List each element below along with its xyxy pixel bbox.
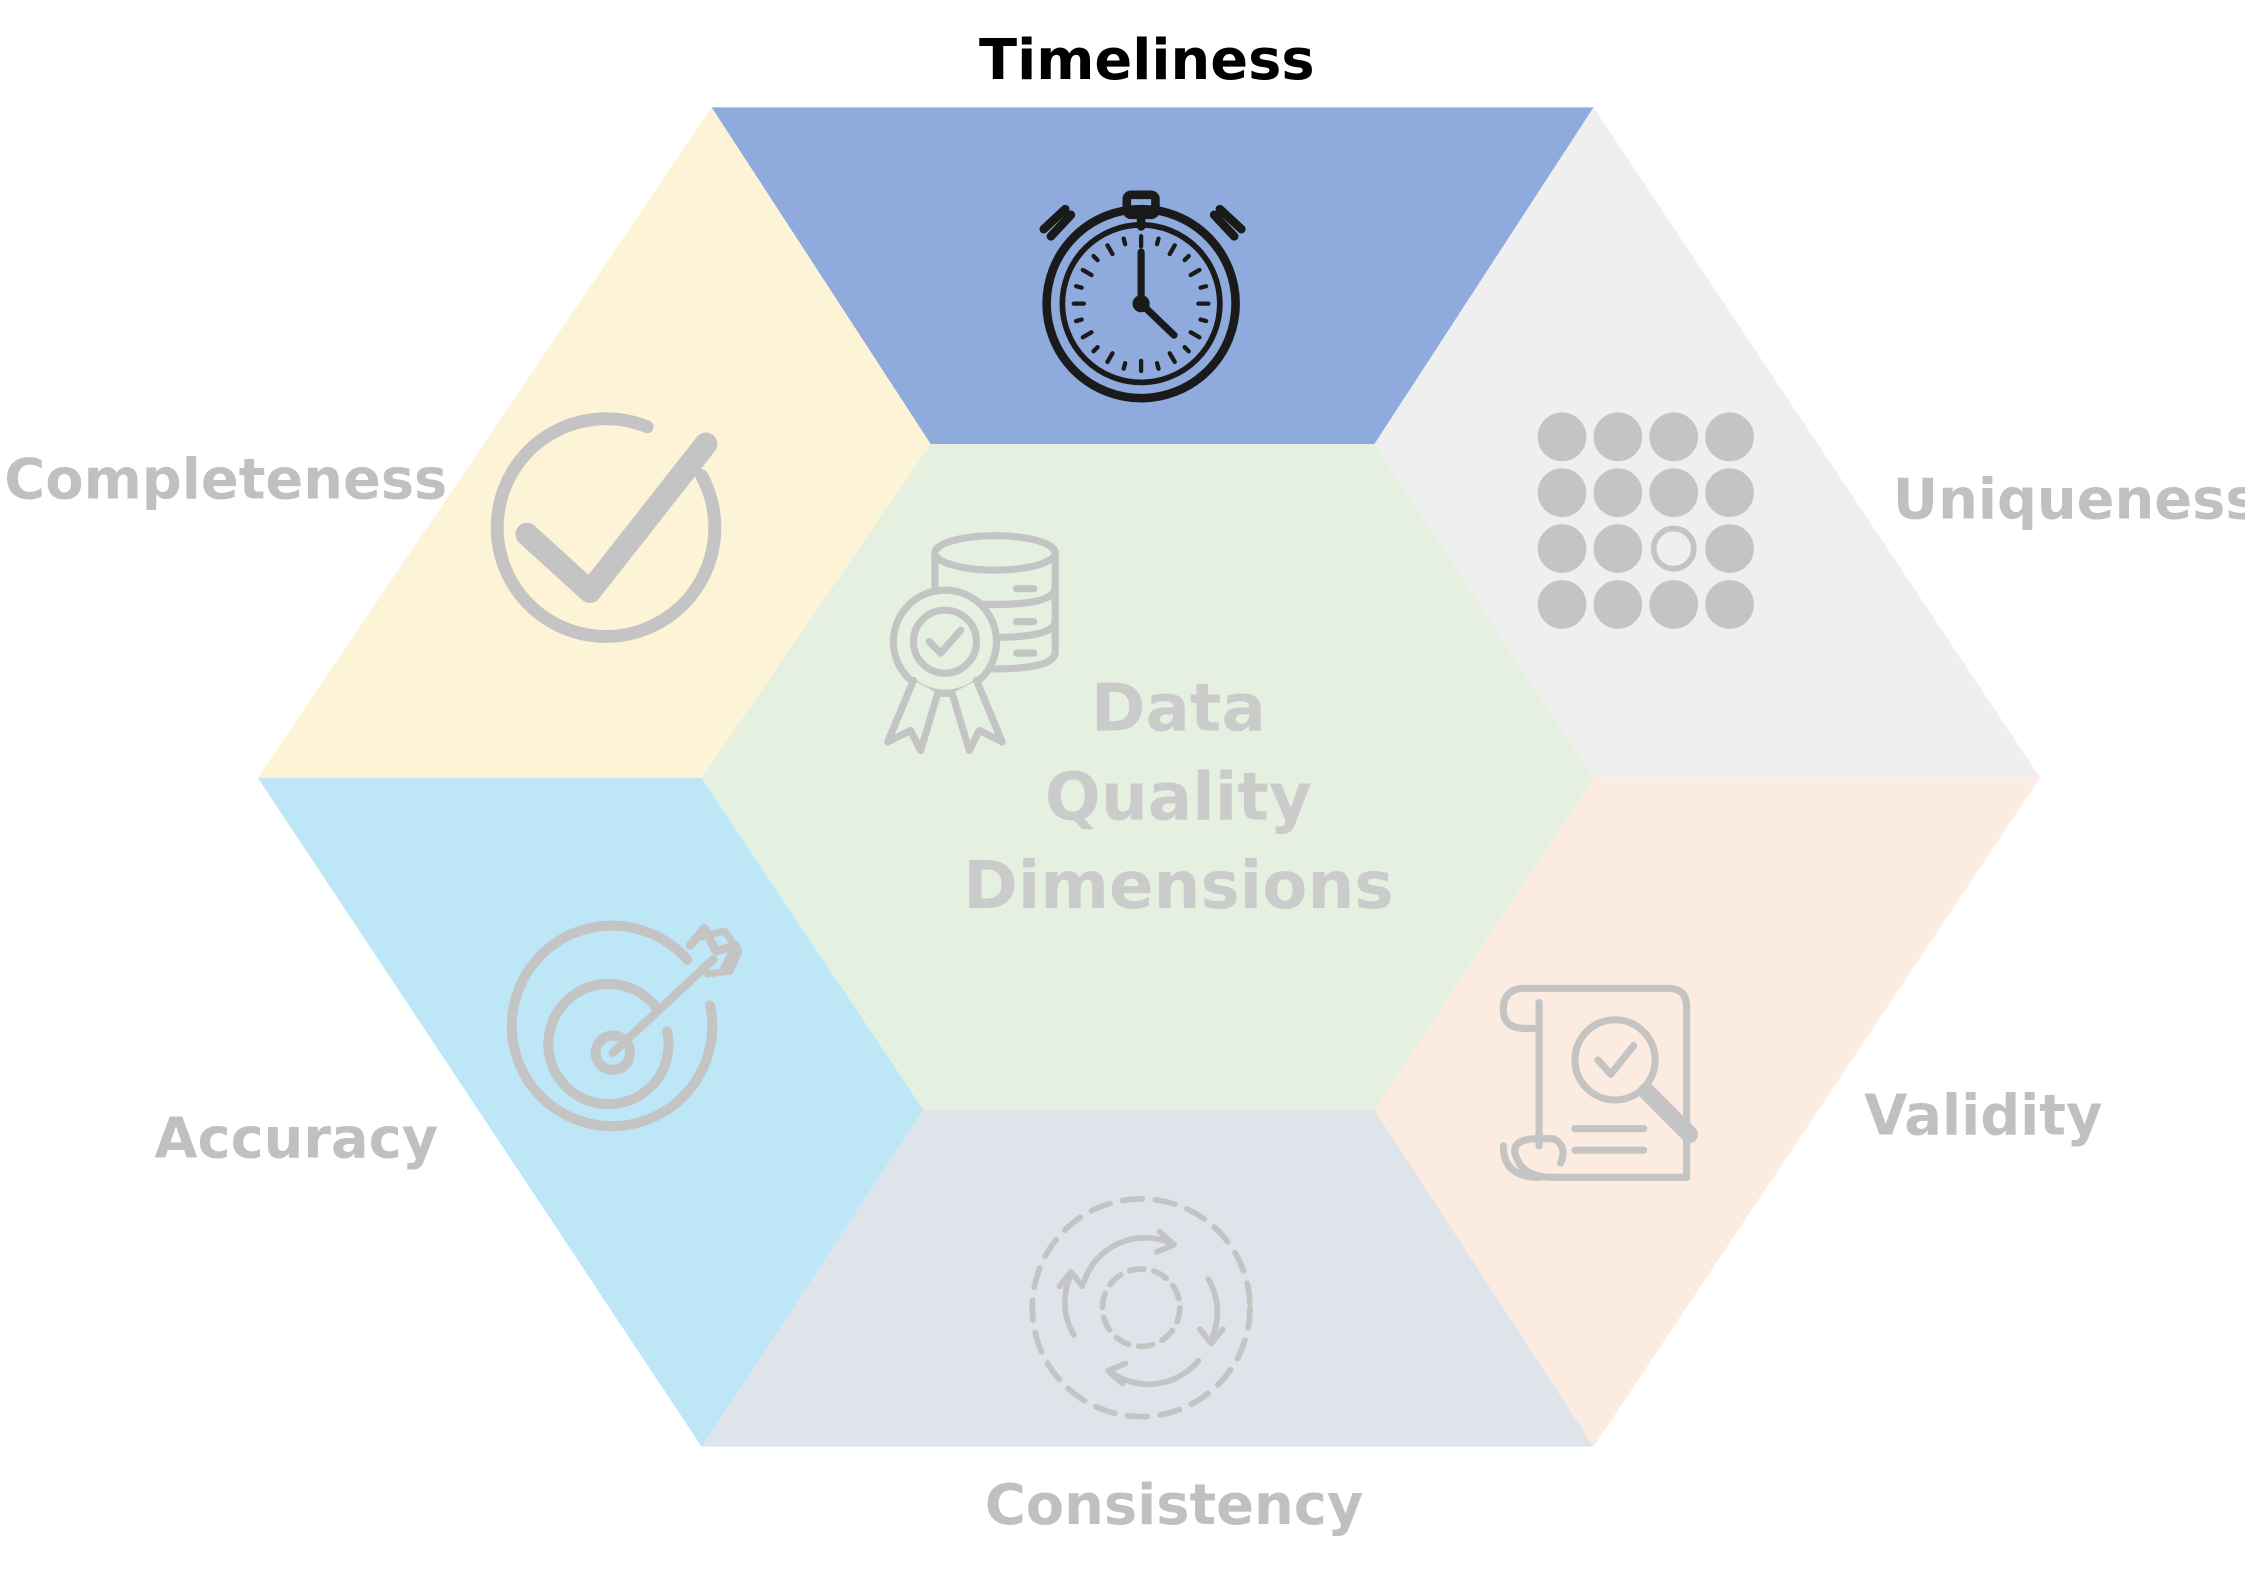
- dot-grid-icon: [1537, 412, 1754, 629]
- center-title-line-1: Data: [1091, 669, 1266, 746]
- target-icon: [506, 920, 743, 1132]
- dot: [1593, 524, 1643, 573]
- dot: [1537, 412, 1587, 462]
- stopwatch-tick: [1080, 330, 1094, 340]
- stopwatch-tick: [1080, 267, 1094, 278]
- dot: [1593, 468, 1643, 518]
- label-completeness: Completeness: [4, 447, 447, 512]
- stopwatch-tick: [1091, 345, 1100, 354]
- label-accuracy: Accuracy: [154, 1106, 438, 1171]
- dot: [1593, 580, 1643, 629]
- label-validity: Validity: [1864, 1083, 2102, 1148]
- stopwatch-tick: [1105, 243, 1115, 257]
- dot: [1537, 524, 1587, 573]
- stopwatch-tick: [1182, 345, 1191, 354]
- stopwatch-tick: [1188, 330, 1202, 340]
- stopwatch-tick: [1073, 317, 1084, 324]
- dot: [1537, 580, 1587, 629]
- segment-timeliness[interactable]: [711, 107, 1594, 445]
- stopwatch-tick: [1167, 243, 1177, 257]
- segment-consistency[interactable]: [701, 1110, 1594, 1447]
- dot: [1705, 524, 1754, 573]
- cycle-arrows-icon: [1029, 1195, 1253, 1420]
- segment-completeness[interactable]: [257, 107, 931, 778]
- center-title-line-2: Quality: [1045, 758, 1312, 835]
- stopwatch-tick: [1167, 351, 1177, 365]
- stopwatch-tick: [1182, 253, 1191, 263]
- label-uniqueness: Uniqueness: [1893, 467, 2245, 532]
- label-timeliness: Timeliness: [979, 28, 1315, 93]
- stopwatch-tick: [1121, 360, 1128, 371]
- stopwatch-tick: [1073, 284, 1084, 290]
- database-certified-icon: [884, 532, 1059, 755]
- dot: [1649, 412, 1699, 462]
- dot: [1705, 580, 1754, 629]
- check-circle-icon: [490, 412, 722, 643]
- stopwatch-tick: [1198, 317, 1209, 324]
- stopwatch-tick: [1121, 236, 1128, 247]
- dot: [1705, 468, 1754, 518]
- dot: [1649, 580, 1699, 629]
- segment-accuracy[interactable]: [257, 777, 924, 1447]
- stopwatch-tick: [1198, 284, 1209, 290]
- stopwatch-tick: [1154, 360, 1161, 371]
- center-title: Data Quality Dimensions: [963, 669, 1393, 924]
- stopwatch-tick: [1154, 236, 1161, 247]
- stopwatch-tick: [1188, 267, 1202, 278]
- dot: [1649, 468, 1699, 518]
- label-consistency: Consistency: [985, 1473, 1363, 1538]
- stopwatch-tick: [1091, 253, 1100, 263]
- stopwatch-tick: [1105, 351, 1115, 365]
- dot: [1537, 468, 1587, 518]
- document-check-icon: [1499, 984, 1699, 1181]
- stopwatch-icon: [1039, 190, 1246, 403]
- dot-hollow: [1650, 525, 1697, 572]
- dot: [1705, 412, 1754, 462]
- dot: [1593, 412, 1643, 462]
- center-title-line-3: Dimensions: [963, 847, 1393, 924]
- segment-validity[interactable]: [1374, 777, 2041, 1447]
